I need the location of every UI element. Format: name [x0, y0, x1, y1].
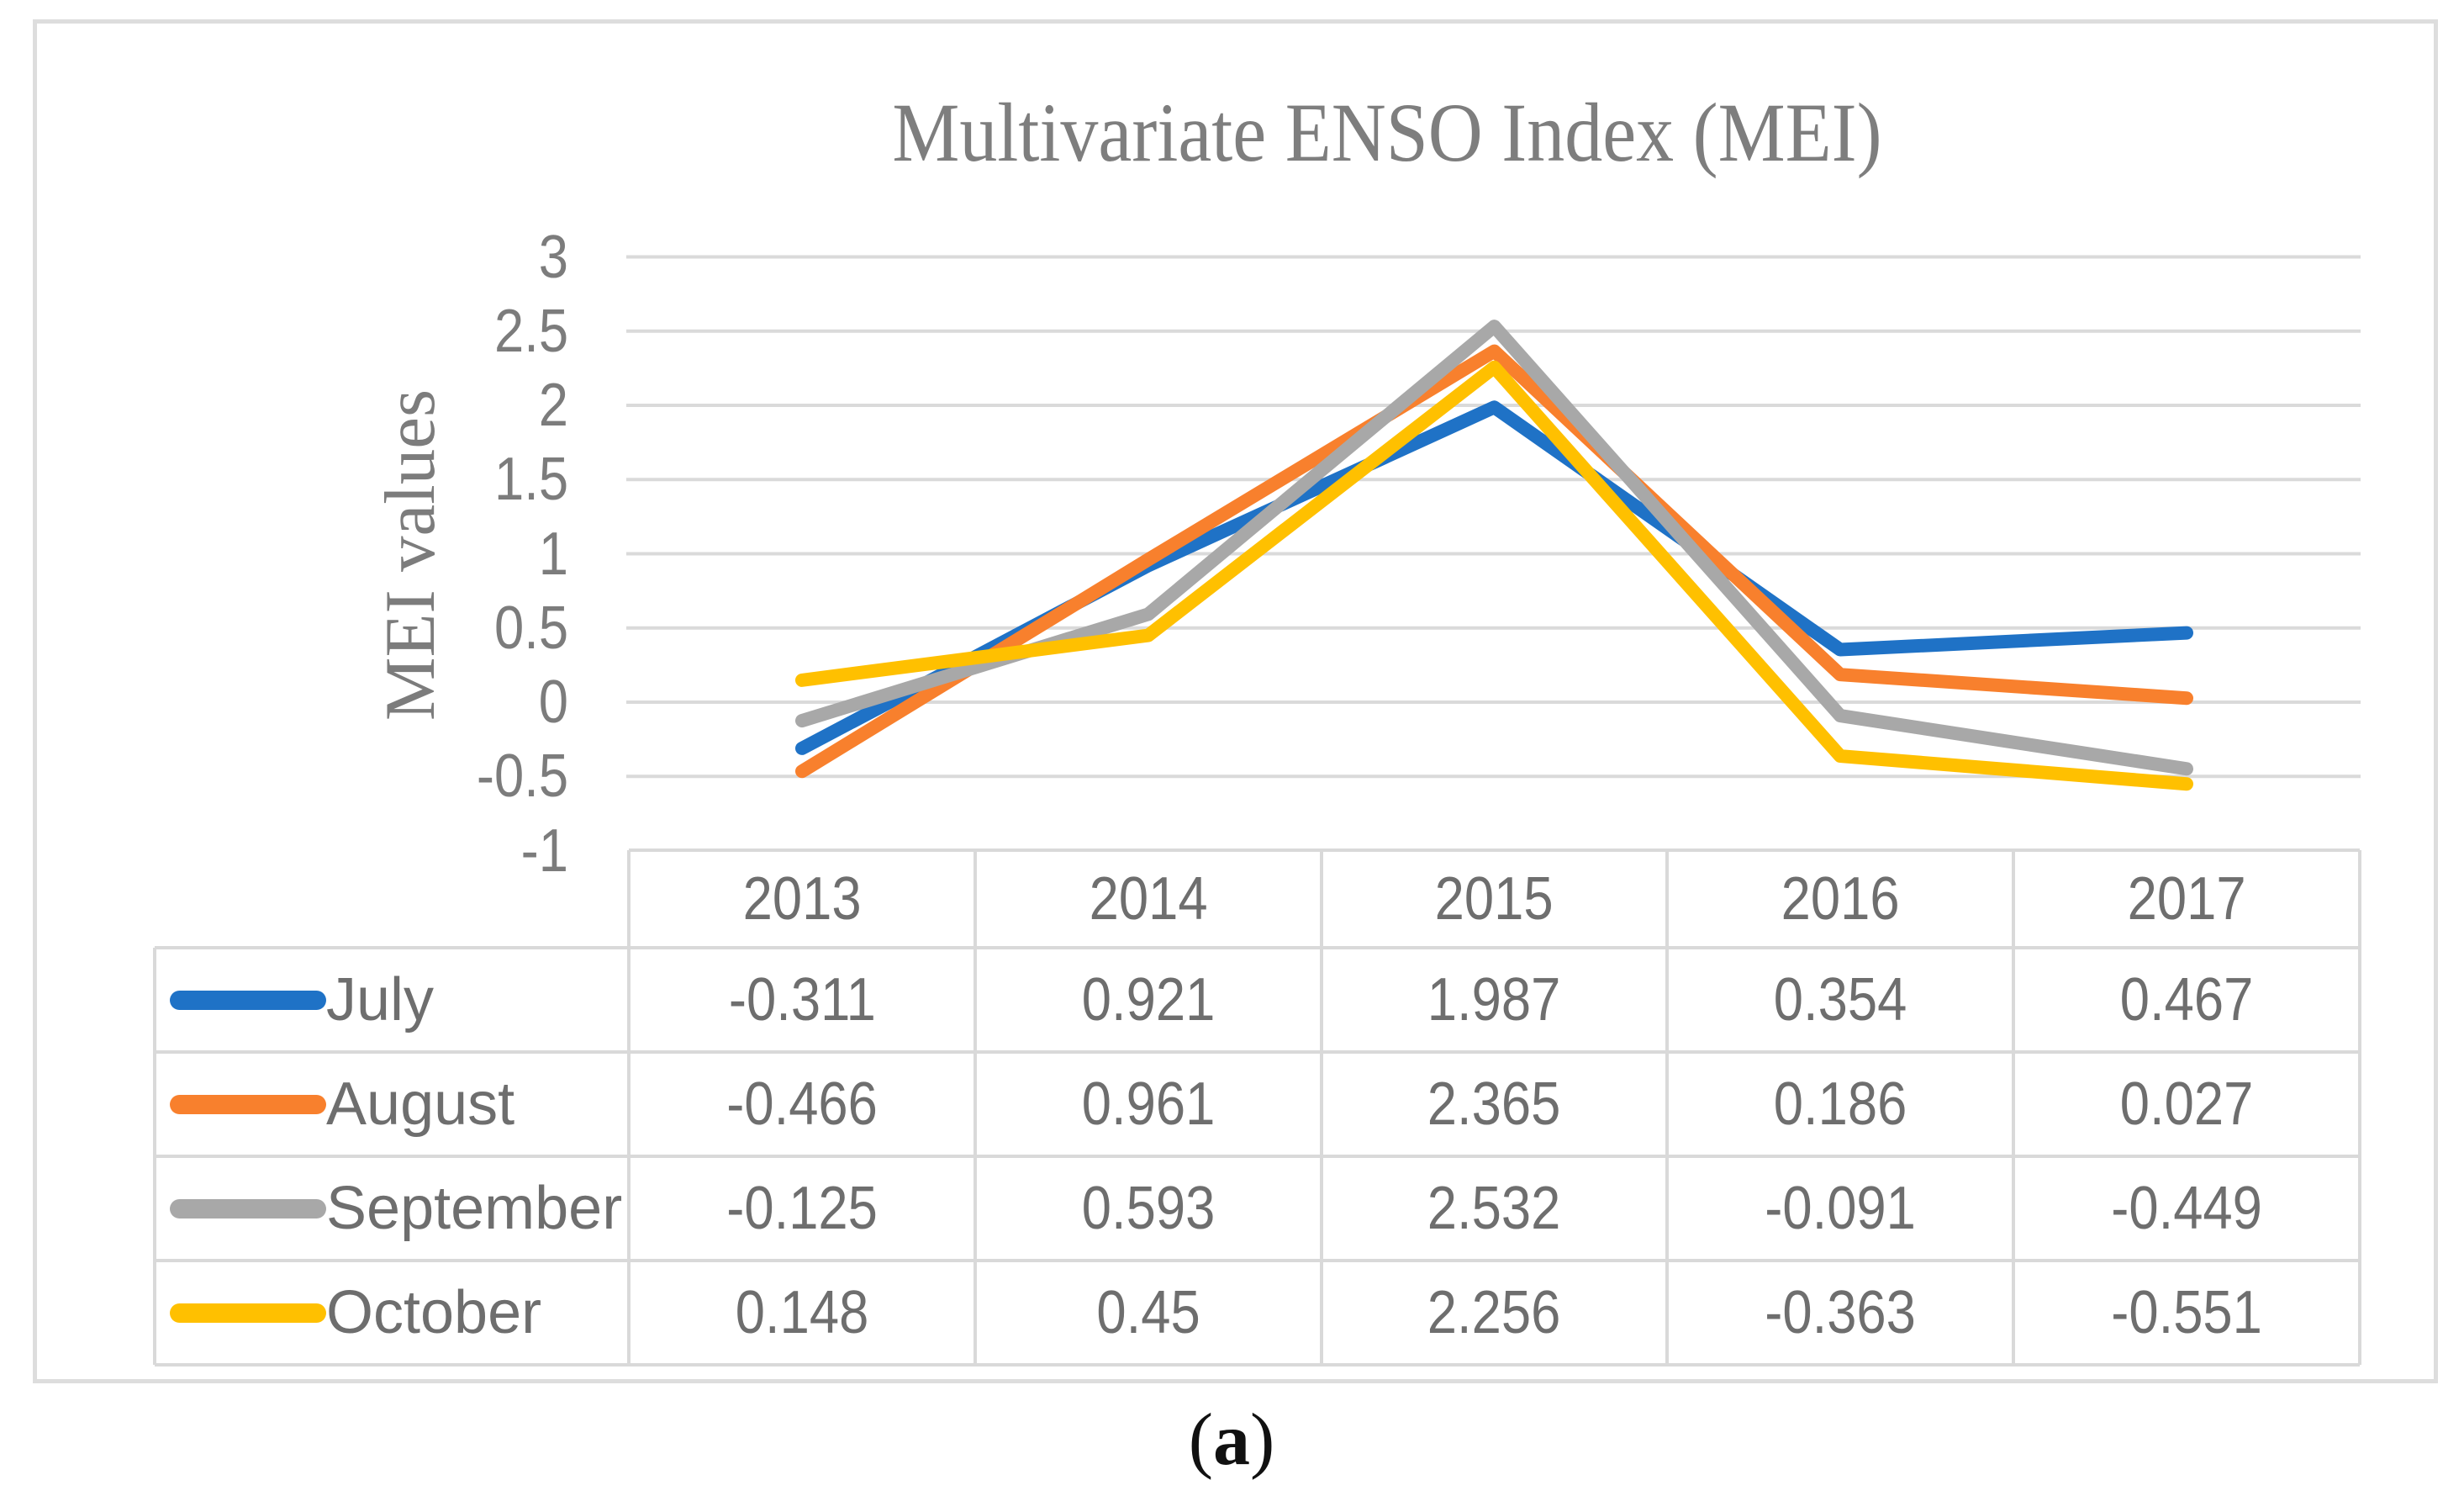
value-cell-text: 0.45 [1096, 1279, 1200, 1346]
legend-swatch-october [170, 1303, 326, 1323]
value-cell-text: -0.311 [728, 966, 876, 1033]
legend-label: July [326, 966, 435, 1033]
value-cell: -0.363 [1667, 1261, 2013, 1365]
value-cell-text: 0.354 [1773, 966, 1907, 1033]
legend-swatch-july [170, 990, 326, 1010]
series-line-october [795, 360, 2193, 791]
value-cell: 0.467 [2013, 948, 2360, 1052]
year-header-cell: 2014 [975, 850, 1322, 948]
value-cell: 0.593 [975, 1156, 1322, 1261]
value-cell-text: 0.027 [2119, 1070, 2254, 1138]
y-tick-label-text: -0.5 [476, 743, 568, 811]
value-cell-text: 0.593 [1081, 1175, 1216, 1242]
y-tick-label-text: 0.5 [493, 594, 568, 662]
chart-title: Multivariate ENSO Index (MEI) [892, 86, 1882, 179]
y-tick-label-text: -1 [520, 817, 568, 885]
value-cell: -0.449 [2013, 1156, 2360, 1261]
year-header-cell: 2016 [1667, 850, 2013, 948]
value-cell: 0.354 [1667, 948, 2013, 1052]
y-tick-label-text: 1.5 [493, 446, 568, 514]
year-header-text: 2015 [1435, 865, 1554, 933]
year-header-text: 2017 [2127, 865, 2246, 933]
year-header-cell: 2015 [1322, 850, 1667, 948]
value-cell: 0.148 [629, 1261, 975, 1365]
year-header-cell: 2017 [2013, 850, 2360, 948]
value-cell: 0.027 [2013, 1052, 2360, 1156]
y-tick-label: -0.5 [286, 739, 568, 813]
y-tick-label-text: 0 [538, 669, 568, 736]
value-cell: 1.987 [1322, 948, 1667, 1052]
y-tick-label-text: 1 [538, 520, 568, 588]
value-cell-text: 2.365 [1427, 1070, 1561, 1138]
value-cell-text: 0.186 [1773, 1070, 1907, 1138]
y-tick-label: 2 [286, 368, 568, 442]
value-cell-text: 0.467 [2119, 966, 2254, 1033]
value-cell: -0.551 [2013, 1261, 2360, 1365]
caption-paren-close: ) [1250, 1399, 1275, 1481]
y-tick-label-text: 3 [538, 223, 568, 291]
figure-caption: (a) [979, 1394, 1484, 1487]
value-cell-text: 0.961 [1081, 1070, 1216, 1138]
value-cell-text: -0.363 [1765, 1279, 1916, 1346]
value-cell: -0.125 [629, 1156, 975, 1261]
legend-swatch-september [170, 1198, 326, 1218]
y-tick-label-text: 2 [538, 372, 568, 439]
value-cell-text: 0.921 [1081, 966, 1216, 1033]
value-cell-text: 1.987 [1427, 966, 1561, 1033]
series-line-july [795, 400, 2193, 755]
legend-label: August [326, 1070, 515, 1138]
value-cell: 2.532 [1322, 1156, 1667, 1261]
legend-swatch-august [170, 1094, 326, 1114]
legend-cell-september: September [155, 1156, 629, 1261]
value-cell-text: -0.551 [2111, 1279, 2262, 1346]
y-tick-label: 0.5 [286, 591, 568, 665]
value-cell: 2.365 [1322, 1052, 1667, 1156]
value-cell: 2.256 [1322, 1261, 1667, 1365]
caption-paren-open: ( [1188, 1399, 1213, 1481]
caption-letter: a [1213, 1399, 1250, 1481]
legend-cell-july: July [155, 948, 629, 1052]
value-cell-text: -0.091 [1765, 1175, 1916, 1242]
y-tick-label: 1 [286, 517, 568, 591]
value-cell-text: 2.256 [1427, 1279, 1561, 1346]
value-cell: -0.311 [629, 948, 975, 1052]
value-cell: 0.921 [975, 948, 1322, 1052]
legend-cell-october: October [155, 1261, 629, 1365]
y-tick-label: -1 [286, 814, 568, 888]
value-cell-text: -0.449 [2111, 1175, 2262, 1242]
value-cell: -0.091 [1667, 1156, 2013, 1261]
year-header-text: 2013 [742, 865, 862, 933]
legend-label: September [326, 1175, 623, 1242]
y-tick-label: 2.5 [286, 294, 568, 368]
value-cell: 0.961 [975, 1052, 1322, 1156]
figure-frame [33, 19, 2438, 1383]
value-cell: 0.45 [975, 1261, 1322, 1365]
y-tick-label: 3 [286, 220, 568, 294]
year-header-text: 2014 [1089, 865, 1208, 933]
value-cell-text: 2.532 [1427, 1175, 1561, 1242]
value-cell-text: 0.148 [735, 1279, 869, 1346]
year-header-text: 2016 [1781, 865, 1900, 933]
y-tick-label: 0 [286, 665, 568, 739]
value-cell-text: -0.466 [726, 1070, 878, 1138]
value-cell: -0.466 [629, 1052, 975, 1156]
y-tick-label-text: 2.5 [493, 297, 568, 365]
y-tick-label: 1.5 [286, 442, 568, 516]
value-cell: 0.186 [1667, 1052, 2013, 1156]
legend-label: October [326, 1279, 542, 1346]
value-cell-text: -0.125 [726, 1175, 878, 1242]
legend-cell-august: August [155, 1052, 629, 1156]
series-line-august [795, 344, 2193, 779]
year-header-cell: 2013 [629, 850, 975, 948]
